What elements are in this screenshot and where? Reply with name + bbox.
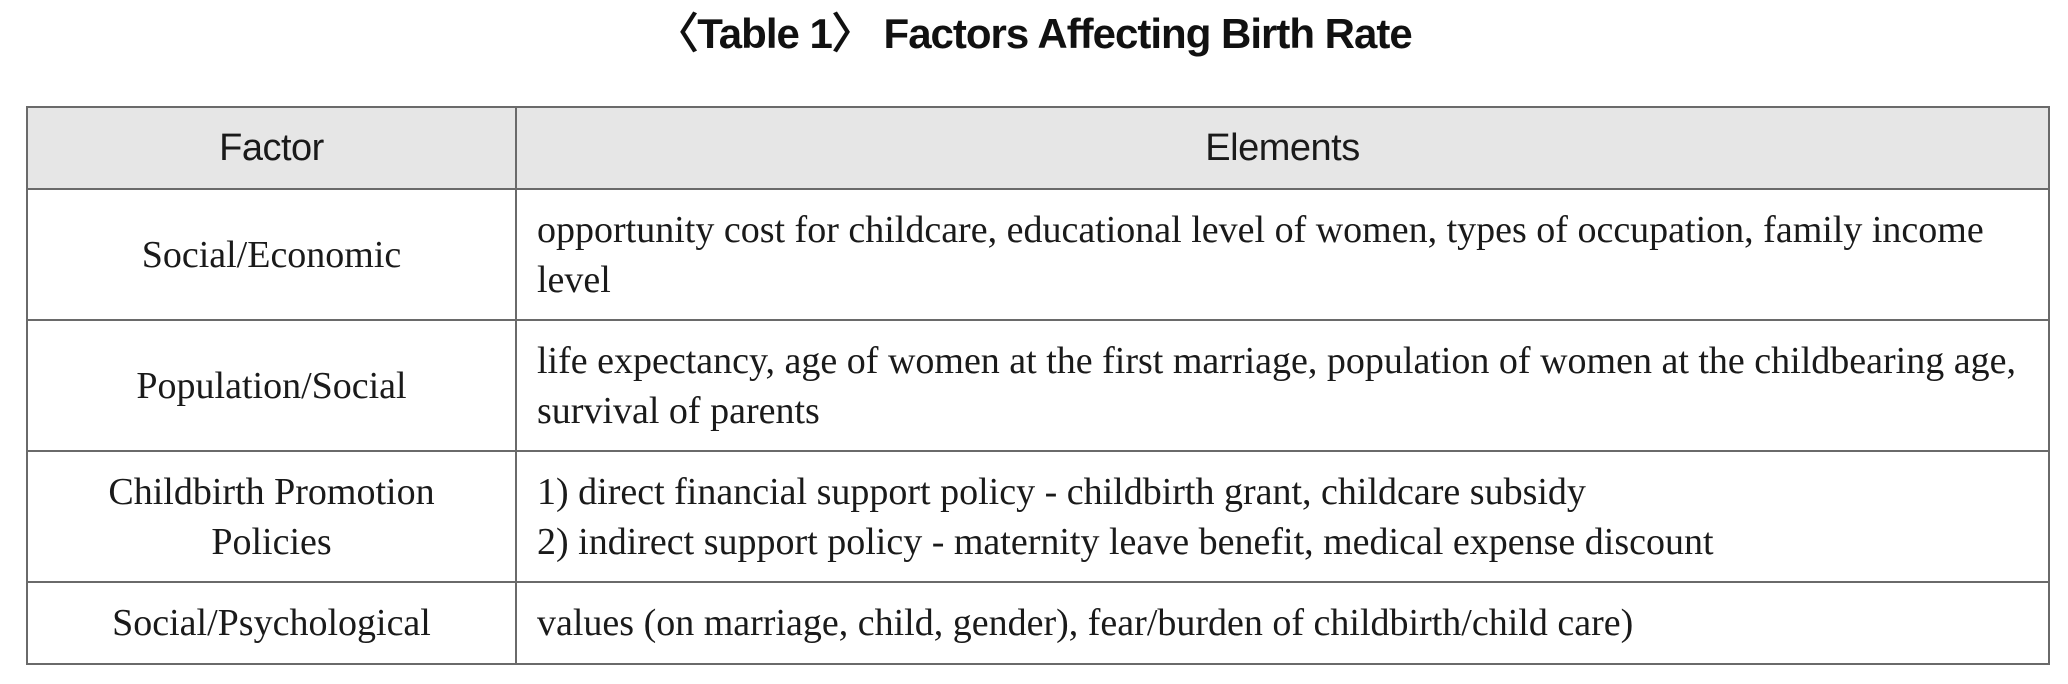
elements-cell: opportunity cost for childcare, educatio… xyxy=(515,188,2050,321)
table-header-row: Factor Elements xyxy=(26,106,2050,190)
elements-line: 2) indirect support policy - maternity l… xyxy=(537,520,1714,563)
table-row: Population/Social life expectancy, age o… xyxy=(26,319,2050,452)
table-row: Social/Psychological values (on marriage… xyxy=(26,581,2050,665)
elements-cell: values (on marriage, child, gender), fea… xyxy=(515,581,2050,665)
factor-cell: Social/Psychological xyxy=(26,581,517,665)
factors-table: Factor Elements Social/Economic opportun… xyxy=(26,106,2050,665)
factor-cell: Childbirth Promotion Policies xyxy=(26,450,517,583)
table-caption: 〈Table 1〉 Factors Affecting Birth Rate xyxy=(656,10,1412,57)
elements-line: opportunity cost for childcare, educatio… xyxy=(537,208,1984,301)
elements-cell: life expectancy, age of women at the fir… xyxy=(515,319,2050,452)
factor-cell: Social/Economic xyxy=(26,188,517,321)
column-header-elements: Elements xyxy=(515,106,2050,190)
elements-line: values (on marriage, child, gender), fea… xyxy=(537,602,1634,644)
table-row: Social/Economic opportunity cost for chi… xyxy=(26,188,2050,321)
elements-cell: 1) direct financial support policy - chi… xyxy=(515,450,2050,583)
table-row: Childbirth Promotion Policies 1) direct … xyxy=(26,450,2050,583)
factor-cell: Population/Social xyxy=(26,319,517,452)
elements-line: life expectancy, age of women at the fir… xyxy=(537,339,2016,432)
elements-line: 1) direct financial support policy - chi… xyxy=(537,470,1586,513)
column-header-factor: Factor xyxy=(26,106,517,190)
